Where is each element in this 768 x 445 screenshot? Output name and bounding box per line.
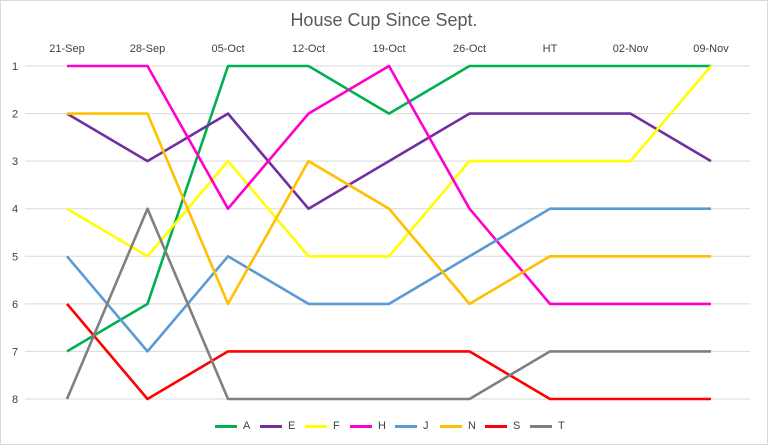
legend-label: A <box>243 420 251 432</box>
legend-item-f: F <box>305 418 340 434</box>
y-tick-label: 1 <box>12 61 18 73</box>
legend-label: J <box>423 420 429 432</box>
legend-swatch <box>350 424 372 428</box>
legend-swatch <box>440 424 462 428</box>
series-line-f <box>66 65 712 258</box>
legend-item-a: A <box>215 418 250 434</box>
legend-item-n: N <box>440 418 476 434</box>
legend-label: E <box>288 420 296 432</box>
y-tick-label: 4 <box>12 204 18 216</box>
legend-label: S <box>513 420 521 432</box>
x-tick-label: 02-Nov <box>613 43 649 55</box>
series-line-s <box>66 303 711 401</box>
legend-item-e: E <box>260 418 295 434</box>
series-line-h <box>67 64 711 306</box>
x-tick-label: 26-Oct <box>453 43 486 55</box>
legend-item-h: H <box>350 418 386 434</box>
x-tick-label: 19-Oct <box>372 43 405 55</box>
legend-swatch <box>260 424 282 428</box>
legend-swatch <box>485 424 507 428</box>
x-tick-label: 21-Sep <box>49 43 84 55</box>
series-line-j <box>66 207 711 353</box>
y-tick-label: 8 <box>12 394 18 406</box>
legend-label: N <box>468 420 476 432</box>
chart-title: House Cup Since Sept. <box>290 10 478 30</box>
legend-item-s: S <box>485 418 520 434</box>
x-tick-label: HT <box>543 43 558 55</box>
legend-item-j: J <box>395 418 429 434</box>
y-tick-label: 7 <box>12 346 18 358</box>
x-tick-label: 05-Oct <box>211 43 244 55</box>
series-line-t <box>65 207 711 401</box>
legend-label: F <box>333 420 340 432</box>
y-tick-label: 2 <box>12 109 18 121</box>
x-tick-label: 12-Oct <box>292 43 325 55</box>
x-tick-label: 28-Sep <box>130 43 165 55</box>
series-line-e <box>66 112 712 210</box>
x-tick-label: 09-Nov <box>693 43 729 55</box>
y-tick-label: 5 <box>12 251 18 263</box>
series-line-n <box>67 112 711 306</box>
legend-swatch <box>530 424 552 428</box>
legend-swatch <box>305 424 327 428</box>
legend-label: H <box>378 420 386 432</box>
legend-swatch <box>395 424 417 428</box>
legend-item-t: T <box>530 418 565 434</box>
legend-label: T <box>558 420 565 432</box>
legend-swatch <box>215 424 237 428</box>
y-tick-label: 6 <box>12 299 18 311</box>
y-tick-label: 3 <box>12 156 18 168</box>
